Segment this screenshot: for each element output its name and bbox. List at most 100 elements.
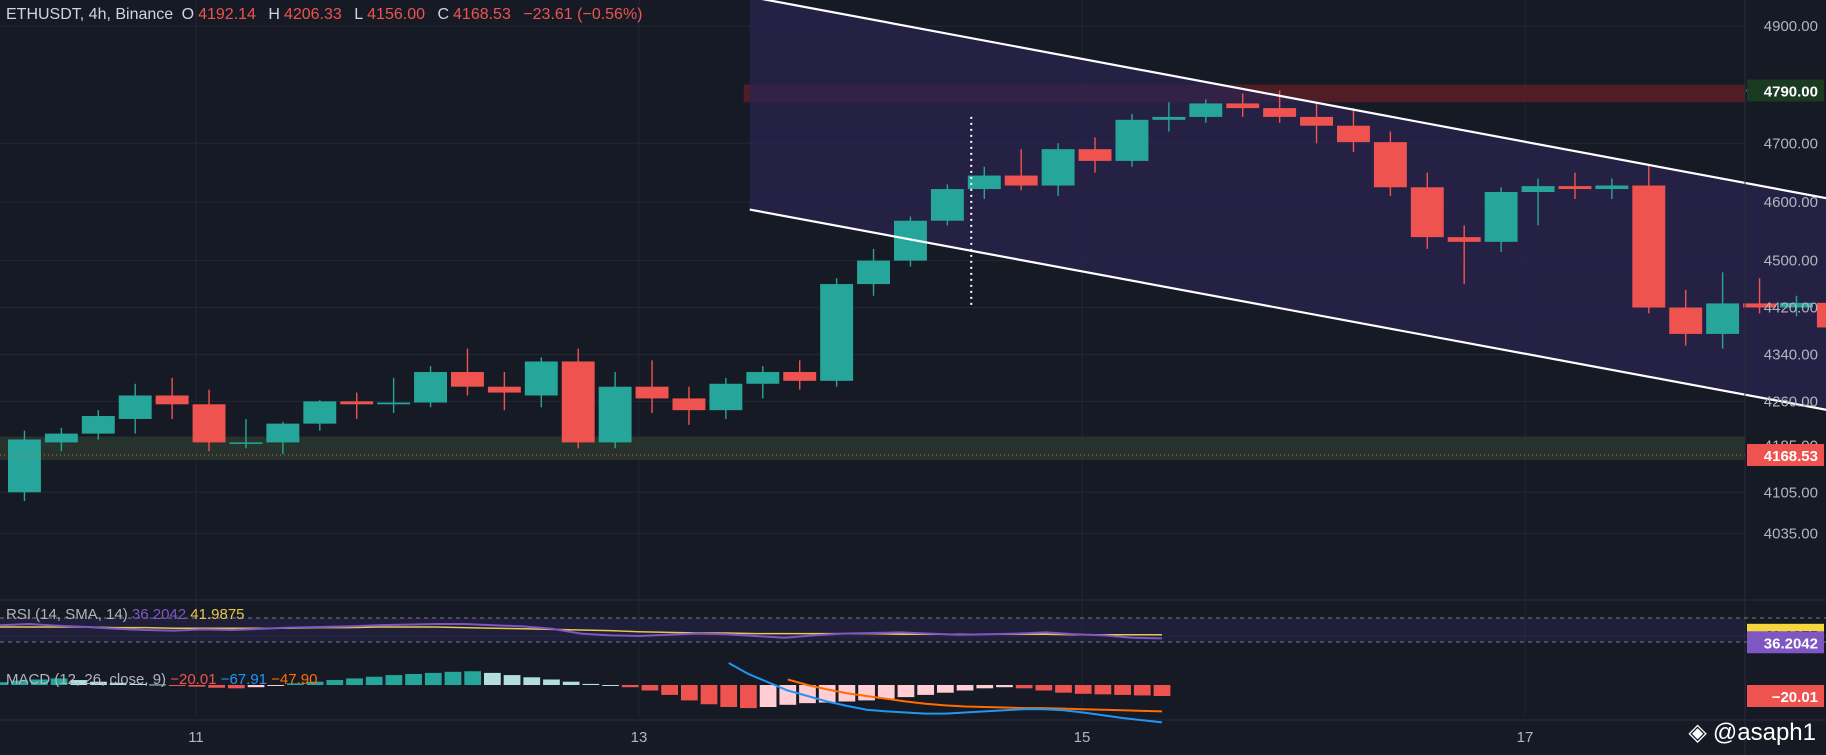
price-tick-label: 4600.00 [1764, 194, 1818, 211]
macd-histogram-bar [1015, 685, 1033, 689]
low-value: 4156.00 [367, 6, 425, 23]
macd-hist-legend-value: −20.01 [170, 671, 217, 688]
macd-histogram-bar [641, 685, 659, 691]
macd-histogram-bar [1133, 685, 1151, 696]
high-label: H [268, 6, 280, 23]
macd-histogram-bar [720, 685, 738, 707]
open-value: 4192.14 [198, 6, 256, 23]
macd-legend[interactable]: MACD (12, 26, close, 9) −20.01 −67.91 −4… [6, 671, 317, 688]
rsi-legend-value: 36.2042 [131, 606, 187, 623]
macd-histogram-bar [759, 685, 777, 707]
macd-histogram-bar [700, 685, 718, 705]
candle-body [1669, 307, 1703, 334]
macd-histogram-bar [464, 671, 482, 685]
high-value: 4206.33 [283, 6, 342, 23]
time-tick-label: 11 [188, 729, 204, 746]
candle-body [1189, 103, 1223, 117]
macd-histogram-bar [740, 685, 757, 709]
macd-histogram-bar [1094, 685, 1112, 695]
macd-line-legend-value: −67.91 [220, 671, 267, 688]
price-tick-label: 4035.00 [1764, 525, 1818, 542]
rsi-band [0, 618, 1745, 642]
macd-histogram-bar [188, 685, 206, 687]
candle-body [266, 423, 300, 443]
macd-hist-badge [1747, 685, 1824, 707]
price-change: −23.61 (−0.56%) [523, 6, 643, 23]
low-label: L [354, 6, 364, 23]
candle-body [1632, 185, 1666, 308]
macd-histogram-bar [326, 680, 344, 685]
macd-histogram-bar [680, 685, 698, 701]
macd-histogram-bar [50, 678, 68, 685]
macd-histogram-bar [936, 685, 954, 693]
close-value: 4168.53 [453, 6, 511, 23]
candle-body [709, 383, 743, 411]
candle-body [672, 398, 706, 411]
candle-body [1300, 116, 1333, 126]
candle-body [8, 439, 41, 493]
target-price-badge-label: 4790.00 [1764, 84, 1818, 101]
candle-body [1041, 149, 1075, 186]
macd-histogram-bar [779, 685, 797, 705]
channel-fill [749, 0, 1826, 410]
macd-histogram-bar [1035, 685, 1053, 691]
candle-body [155, 395, 189, 405]
candle-body [1484, 191, 1518, 242]
macd-histogram-bar [976, 685, 994, 689]
candle-body [857, 260, 890, 285]
candle-body [1152, 116, 1186, 120]
candle-body [1595, 185, 1629, 190]
candle-body [783, 372, 817, 381]
candle-body [303, 401, 337, 424]
macd-histogram-bar [858, 685, 875, 701]
candle-body [1004, 175, 1038, 186]
symbol-name: ETHUSDT, 4h, Binance [6, 6, 174, 23]
signal-legend-value: −47.90 [271, 671, 318, 688]
rsi-legend[interactable]: RSI (14, SMA, 14) 36.2042 41.9875 [6, 606, 245, 623]
candle-body [1521, 186, 1555, 192]
macd-histogram-bar [503, 675, 521, 685]
candle-body [1558, 186, 1592, 190]
macd-histogram-bar [247, 685, 265, 688]
author-handle: @asaph1 [1712, 719, 1816, 746]
macd-histogram-bar [1055, 685, 1072, 693]
candle-body [44, 433, 78, 443]
candle-body [1263, 108, 1297, 117]
macd-histogram-bar [1153, 685, 1171, 696]
price-tick-label: 4105.00 [1764, 484, 1818, 501]
ohlc-high: H 4206.33 [268, 6, 345, 23]
macd-histogram-bar [621, 685, 639, 688]
macd-histogram-bar [444, 671, 462, 685]
candle-body [377, 402, 411, 405]
ohlc-open: O 4192.14 [182, 6, 260, 23]
target-price-badge [1747, 79, 1824, 102]
price-tick-label: 4260.00 [1764, 393, 1818, 410]
macd-histogram-bar [168, 685, 186, 686]
candle-body [1447, 237, 1481, 242]
candle-body [487, 386, 521, 393]
price-tick-label: 4900.00 [1764, 18, 1818, 35]
macd-histogram-bar [227, 685, 245, 689]
macd-histogram-bar [405, 674, 422, 685]
candle-body [524, 361, 558, 396]
candle-body [1373, 142, 1407, 188]
ohlc-close: C 4168.53 [437, 6, 514, 23]
price-tick-label: 4420.00 [1764, 300, 1818, 317]
last-price-badge-label: 4168.53 [1764, 448, 1818, 465]
macd-histogram-bar [897, 685, 915, 698]
macd-histogram-bar [149, 684, 166, 686]
price-tick-label: 4500.00 [1764, 253, 1818, 270]
macd-histogram-bar [602, 685, 619, 686]
macd-signal-line [787, 678, 1163, 713]
rsi-badge [1747, 631, 1824, 654]
candle-body [118, 395, 152, 419]
macd-hist-badge-label: −20.01 [1772, 689, 1818, 706]
channel-lower-line [749, 208, 1826, 411]
macd-histogram-bar [31, 679, 48, 685]
candle-body [561, 361, 595, 443]
macd-histogram-bar [799, 685, 816, 704]
candle-body [414, 372, 447, 403]
candle-body [340, 401, 374, 405]
author-watermark: ◈ @asaph1 [1688, 718, 1816, 747]
